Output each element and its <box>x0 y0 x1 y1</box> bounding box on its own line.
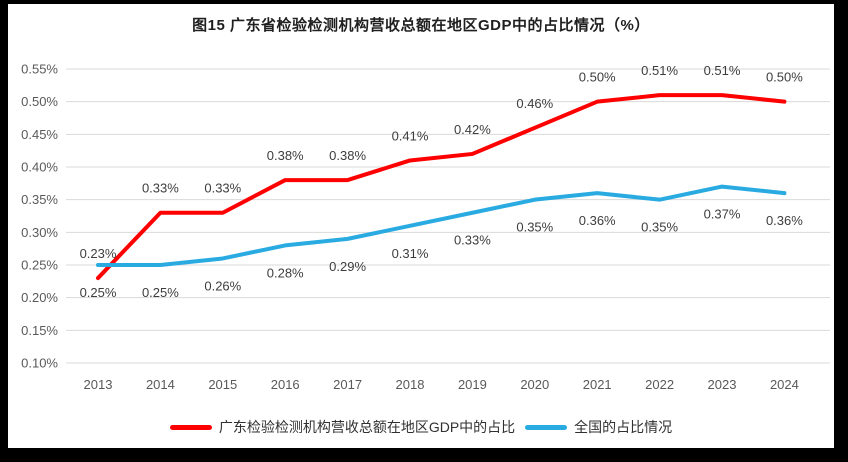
national-data-label: 0.36% <box>766 213 803 228</box>
guangdong-data-label: 0.50% <box>579 70 616 85</box>
guangdong-series-line <box>96 93 787 281</box>
x-axis-tick-label: 2024 <box>770 377 799 392</box>
national-data-label: 0.31% <box>392 246 429 261</box>
x-axis-tick-label: 2016 <box>271 377 300 392</box>
x-axis-tick-label: 2022 <box>645 377 674 392</box>
legend-swatch-national <box>525 424 568 430</box>
guangdong-data-label: 0.50% <box>766 70 803 85</box>
y-axis-tick-label: 0.15% <box>21 323 58 338</box>
guangdong-data-label: 0.23% <box>80 246 117 261</box>
guangdong-data-label: 0.41% <box>392 128 429 143</box>
line-chart-plot: 0.55% 0.50% 0.45% 0.40% 0.35% 0.30% 0.25% 0.20%… <box>21 62 830 392</box>
x-axis-tick-label: 2019 <box>458 377 487 392</box>
y-axis-tick-label: 0.20% <box>21 290 58 305</box>
legend-item-national: 全国的占比情况 <box>525 417 672 437</box>
y-axis-tick-label: 0.55% <box>21 62 58 77</box>
legend-item-guangdong: 广东检验检测机构营收总额在地区GDP中的占比 <box>169 417 516 437</box>
national-data-label: 0.33% <box>454 233 491 248</box>
guangdong-data-label: 0.51% <box>704 63 741 78</box>
national-data-label: 0.25% <box>80 285 117 300</box>
national-data-label: 0.29% <box>329 259 366 274</box>
legend-label-guangdong: 广东检验检测机构营收总额在地区GDP中的占比 <box>218 419 516 435</box>
national-data-label: 0.26% <box>204 278 241 293</box>
y-axis-tick-label: 0.50% <box>21 94 58 109</box>
guangdong-data-label: 0.42% <box>454 122 491 137</box>
national-data-label: 0.35% <box>641 220 678 235</box>
legend-label-national: 全国的占比情况 <box>574 419 673 435</box>
y-axis-tick-label: 0.25% <box>21 258 58 273</box>
x-axis-tick-label: 2021 <box>583 377 612 392</box>
y-axis-tick-label: 0.35% <box>21 192 58 207</box>
guangdong-data-label: 0.51% <box>641 63 678 78</box>
x-axis-tick-label: 2013 <box>84 377 113 392</box>
national-data-label: 0.25% <box>142 285 179 300</box>
guangdong-data-label: 0.33% <box>142 181 179 196</box>
x-axis-tick-label: 2015 <box>208 377 237 392</box>
national-data-label: 0.35% <box>516 220 553 235</box>
guangdong-data-label: 0.33% <box>204 181 241 196</box>
y-axis-tick-label: 0.40% <box>21 160 58 175</box>
guangdong-data-label: 0.46% <box>516 96 553 111</box>
legend-swatch-guangdong <box>169 424 212 430</box>
x-axis-tick-label: 2018 <box>396 377 425 392</box>
y-axis-tick-label: 0.30% <box>21 225 58 240</box>
x-axis-tick-label: 2023 <box>708 377 737 392</box>
x-axis-tick-label: 2017 <box>333 377 362 392</box>
x-axis-tick-label: 2020 <box>520 377 549 392</box>
y-axis-tick-label: 0.45% <box>21 127 58 142</box>
guangdong-data-label: 0.38% <box>329 148 366 163</box>
national-series-line <box>96 184 787 267</box>
national-data-label: 0.28% <box>267 265 304 280</box>
chart-frame: 图15 广东省检验检测机构营收总额在地区GDP中的占比情况（%） 0.55% 0.… <box>8 4 834 448</box>
guangdong-data-label: 0.38% <box>267 148 304 163</box>
national-data-label: 0.36% <box>579 213 616 228</box>
y-axis-tick-label: 0.10% <box>21 356 58 371</box>
x-axis-tick-label: 2014 <box>146 377 175 392</box>
national-data-label: 0.37% <box>704 207 741 222</box>
chart-title: 图15 广东省检验检测机构营收总额在地区GDP中的占比情况（%） <box>192 17 650 34</box>
legend: 广东检验检测机构营收总额在地区GDP中的占比 全国的占比情况 <box>8 417 834 437</box>
